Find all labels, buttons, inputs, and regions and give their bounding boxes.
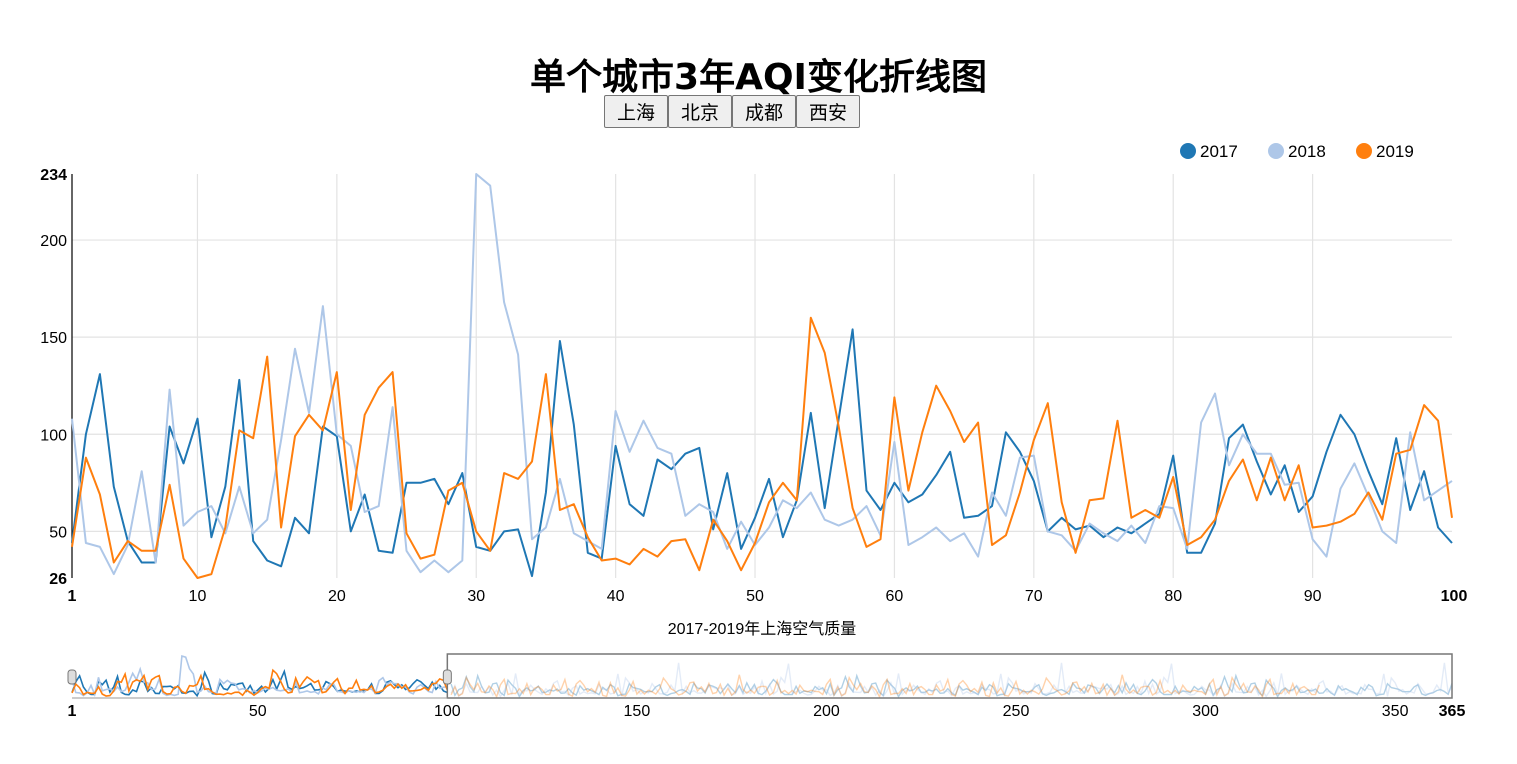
brush-handle-right[interactable] (442, 669, 452, 685)
x-tick-label: 80 (1164, 588, 1182, 605)
brush-tick-label: 150 (624, 703, 651, 720)
x-tick-label: 30 (467, 588, 485, 605)
x-tick-label: 50 (746, 588, 764, 605)
brush-tick-label: 200 (813, 703, 840, 720)
city-button-beijing[interactable]: 北京 (668, 95, 732, 128)
city-button-shanghai[interactable]: 上海 (604, 95, 668, 128)
brush-tick-label: 250 (1003, 703, 1030, 720)
y-tick-label: 100 (40, 427, 67, 444)
legend-label-2017: 2017 (1200, 142, 1238, 161)
city-button-chengdu[interactable]: 成都 (732, 95, 796, 128)
brush-tick-label: 1 (68, 703, 77, 720)
y-tick-label: 150 (40, 330, 67, 347)
x-tick-label-max: 100 (1441, 588, 1468, 605)
brush-tick-label: 100 (434, 703, 461, 720)
page-title: 单个城市3年AQI变化折线图 (530, 57, 987, 98)
x-tick-label: 20 (328, 588, 346, 605)
brush-context-line-2018 (450, 662, 1453, 698)
brush-context-line-2017 (450, 673, 1453, 699)
x-tick-label: 90 (1304, 588, 1322, 605)
x-tick-label: 40 (607, 588, 625, 605)
brush-tick-label: 365 (1439, 703, 1466, 720)
brush-tick-label: 50 (249, 703, 267, 720)
x-tick-label: 70 (1025, 588, 1043, 605)
series-line-2019 (71, 316, 1453, 579)
brush-context-line-2019 (450, 674, 1320, 699)
legend-marker-2017[interactable] (1180, 143, 1196, 159)
y-tick-label-max: 234 (40, 167, 67, 184)
x-tick-label-min: 1 (68, 588, 77, 605)
x-tick-label: 60 (886, 588, 904, 605)
city-button-xian[interactable]: 西安 (796, 95, 860, 128)
legend-marker-2019[interactable] (1356, 143, 1372, 159)
brush-series-line-2019 (71, 668, 449, 697)
series-line-2018 (71, 173, 1453, 576)
x-axis-title: 2017-2019年上海空气质量 (668, 620, 857, 638)
brush-tick-label: 350 (1382, 703, 1409, 720)
brush-tick-label: 300 (1192, 703, 1219, 720)
y-tick-label-min: 26 (49, 571, 67, 588)
y-tick-label: 200 (40, 233, 67, 250)
series-line-2017 (71, 328, 1453, 578)
brush-series-line-2017 (71, 668, 448, 698)
city-button-group: 上海 北京 成都 西安 (604, 95, 860, 128)
legend-label-2018: 2018 (1288, 142, 1326, 161)
y-tick-label: 50 (49, 524, 67, 541)
brush-handle-left[interactable] (67, 669, 77, 685)
legend-marker-2018[interactable] (1268, 143, 1284, 159)
x-tick-label: 10 (189, 588, 207, 605)
brush-series-line-2018 (71, 654, 448, 698)
legend-label-2019: 2019 (1376, 142, 1414, 161)
